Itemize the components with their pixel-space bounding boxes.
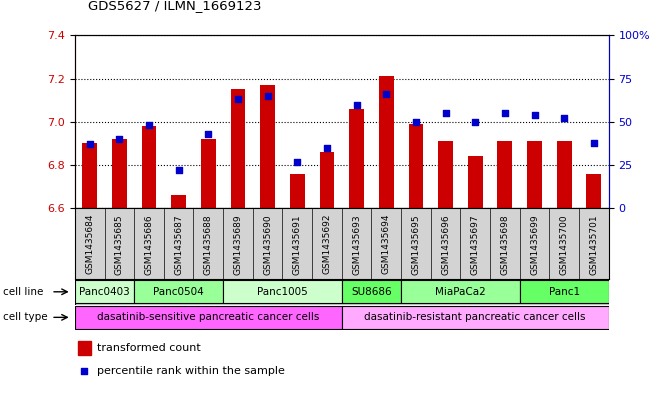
Bar	[342, 280, 401, 303]
Point	[381, 91, 391, 97]
Text: GSM1435690: GSM1435690	[263, 214, 272, 275]
Point	[322, 145, 332, 151]
Text: GSM1435687: GSM1435687	[174, 214, 183, 275]
Text: GSM1435692: GSM1435692	[322, 214, 331, 274]
Bar	[171, 195, 186, 208]
Text: GSM1435689: GSM1435689	[234, 214, 242, 275]
Point	[262, 93, 273, 99]
Text: GSM1435699: GSM1435699	[530, 214, 539, 275]
Text: GSM1435694: GSM1435694	[381, 214, 391, 274]
Text: Panc0504: Panc0504	[153, 287, 204, 297]
Text: SU8686: SU8686	[351, 287, 392, 297]
Bar	[75, 280, 134, 303]
Text: GSM1435698: GSM1435698	[501, 214, 509, 275]
Bar	[75, 306, 342, 329]
Bar	[497, 141, 512, 208]
Text: GSM1435691: GSM1435691	[293, 214, 302, 275]
Text: GSM1435686: GSM1435686	[145, 214, 154, 275]
Bar	[557, 141, 572, 208]
Bar	[230, 90, 245, 208]
Bar	[342, 306, 609, 329]
Text: Panc1005: Panc1005	[257, 287, 308, 297]
Bar	[82, 143, 97, 208]
Bar	[409, 124, 423, 208]
Point	[470, 119, 480, 125]
Point	[529, 112, 540, 118]
Bar	[519, 280, 609, 303]
Bar	[260, 85, 275, 208]
Bar	[401, 280, 519, 303]
Bar	[438, 141, 453, 208]
Bar	[142, 126, 156, 208]
Text: percentile rank within the sample: percentile rank within the sample	[97, 366, 285, 376]
Point	[144, 122, 154, 129]
Point	[589, 140, 599, 146]
Bar	[527, 141, 542, 208]
Text: GSM1435685: GSM1435685	[115, 214, 124, 275]
Bar	[223, 280, 342, 303]
Text: Panc1: Panc1	[549, 287, 580, 297]
Text: dasatinib-resistant pancreatic cancer cells: dasatinib-resistant pancreatic cancer ce…	[365, 312, 586, 322]
Text: GDS5627 / ILMN_1669123: GDS5627 / ILMN_1669123	[88, 0, 262, 12]
Text: GSM1435701: GSM1435701	[589, 214, 598, 275]
Point	[411, 119, 421, 125]
Point	[292, 158, 303, 165]
Bar	[78, 341, 91, 355]
Bar	[379, 77, 394, 208]
Text: GSM1435684: GSM1435684	[85, 214, 94, 274]
Text: GSM1435693: GSM1435693	[352, 214, 361, 275]
Point	[233, 96, 243, 103]
Bar	[201, 139, 215, 208]
Point	[440, 110, 450, 116]
Text: cell line: cell line	[3, 287, 44, 297]
Text: GSM1435697: GSM1435697	[471, 214, 480, 275]
Bar	[320, 152, 335, 208]
Text: GSM1435695: GSM1435695	[411, 214, 421, 275]
Point	[500, 110, 510, 116]
Bar	[468, 156, 482, 208]
Point	[352, 101, 362, 108]
Point	[559, 115, 570, 121]
Text: cell type: cell type	[3, 312, 48, 322]
Point	[85, 141, 95, 147]
Bar	[112, 139, 127, 208]
Text: GSM1435700: GSM1435700	[560, 214, 569, 275]
Text: GSM1435688: GSM1435688	[204, 214, 213, 275]
Point	[173, 167, 184, 173]
Point	[114, 136, 124, 142]
Point	[203, 131, 214, 137]
Text: dasatinib-sensitive pancreatic cancer cells: dasatinib-sensitive pancreatic cancer ce…	[97, 312, 320, 322]
Text: GSM1435696: GSM1435696	[441, 214, 450, 275]
Bar	[349, 109, 364, 208]
Bar	[290, 174, 305, 208]
Text: Panc0403: Panc0403	[79, 287, 130, 297]
Text: transformed count: transformed count	[97, 343, 201, 353]
Point	[79, 368, 90, 374]
Bar	[587, 174, 602, 208]
Text: MiaPaCa2: MiaPaCa2	[435, 287, 486, 297]
Bar	[134, 280, 223, 303]
